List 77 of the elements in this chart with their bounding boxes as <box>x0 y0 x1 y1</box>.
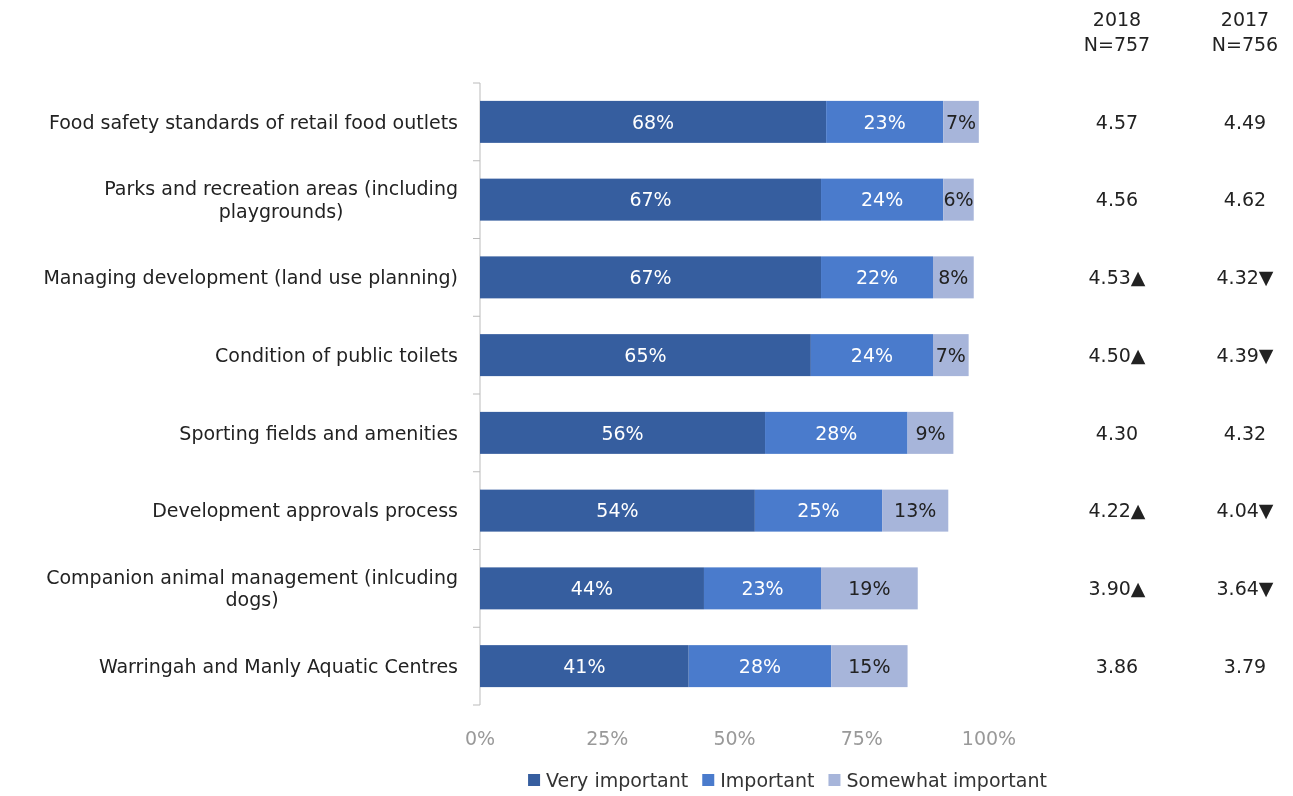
y-tick-label: Condition of public toilets <box>215 343 458 366</box>
bar <box>480 411 766 454</box>
text: 3.90▲ <box>1088 577 1146 600</box>
data-label: 22% <box>855 266 899 289</box>
text: 4.57 <box>1095 110 1139 133</box>
bar <box>703 567 822 610</box>
text: 4.49 <box>1223 110 1267 133</box>
text: 3.79 <box>1223 654 1267 677</box>
data-label: 24% <box>860 188 904 211</box>
bar <box>480 645 689 688</box>
bar <box>480 100 827 143</box>
bar <box>688 645 832 688</box>
bar <box>480 489 755 532</box>
data-label: 8% <box>938 266 969 289</box>
data-label: 19% <box>848 577 891 600</box>
x-tick-label: 100% <box>961 727 1017 749</box>
y-tick-label: Sporting fields and amenities <box>179 421 458 444</box>
data-label: 28% <box>815 421 858 444</box>
bar <box>821 567 918 610</box>
data-label: 24% <box>850 343 894 366</box>
text: 4.62 <box>1223 188 1267 211</box>
data-label: 65% <box>624 343 667 366</box>
data-label: 54% <box>596 499 639 522</box>
data-label: 25% <box>797 499 840 522</box>
data-label: 7% <box>935 343 966 366</box>
data-label: 67% <box>629 188 672 211</box>
bar <box>831 645 908 688</box>
text: 4.22▲ <box>1088 499 1146 522</box>
data-label: 44% <box>570 577 614 600</box>
bar <box>882 489 949 532</box>
bar <box>480 567 704 610</box>
bar <box>765 411 908 454</box>
bar <box>480 256 822 299</box>
data-label: 15% <box>848 654 891 677</box>
x-tick-label: 50% <box>713 727 756 749</box>
x-tick-label: 25% <box>586 727 629 749</box>
y-tick-label: Warringah and Manly Aquatic Centres <box>98 654 458 677</box>
data-label: 23% <box>863 110 906 133</box>
bar <box>480 178 822 221</box>
text: 4.32 <box>1223 421 1267 444</box>
y-tick-label: Development approvals process <box>152 499 458 522</box>
text: 4.50▲ <box>1088 343 1146 366</box>
legend-label: Very important <box>546 768 689 791</box>
data-label: 68% <box>631 110 675 133</box>
text: 4.32▼ <box>1216 266 1274 289</box>
text: 4.39▼ <box>1216 343 1274 366</box>
data-label: 56% <box>601 421 644 444</box>
data-label: 7% <box>945 110 977 133</box>
text: 3.64▼ <box>1216 577 1274 600</box>
data-label: 9% <box>915 421 946 444</box>
text: 4.53▲ <box>1088 266 1146 289</box>
data-label: 67% <box>629 266 672 289</box>
y-tick-label: Managing development (land use planning) <box>43 266 458 289</box>
data-label: 41% <box>563 654 606 677</box>
data-label: 23% <box>741 577 784 600</box>
data-label: 13% <box>894 499 937 522</box>
legend-label: Somewhat important <box>846 768 1047 791</box>
data-label: 28% <box>738 654 782 677</box>
legend-label: Important <box>720 768 815 791</box>
text: 4.30 <box>1095 421 1139 444</box>
bar <box>826 100 944 143</box>
text: 4.56 <box>1095 188 1139 211</box>
y-tick-label: Parks and recreation areas (including playgrounds) <box>104 176 458 222</box>
x-tick-label: 75% <box>840 727 883 749</box>
data-label: 6% <box>943 188 974 211</box>
text: 2017 N=756 <box>1211 8 1279 55</box>
bar <box>821 178 944 221</box>
text: 3.86 <box>1095 654 1139 677</box>
x-tick-label: 0% <box>464 727 496 749</box>
y-tick-label: Companion animal management (inlcuding dogs) <box>46 565 458 611</box>
bar <box>821 256 934 299</box>
y-tick-label: Food safety standards of retail food outlets <box>48 110 458 133</box>
bar <box>810 334 934 377</box>
bar <box>480 334 811 377</box>
bar <box>754 489 883 532</box>
text: 4.04▼ <box>1216 499 1274 522</box>
text: 2018 N=757 <box>1083 8 1151 55</box>
